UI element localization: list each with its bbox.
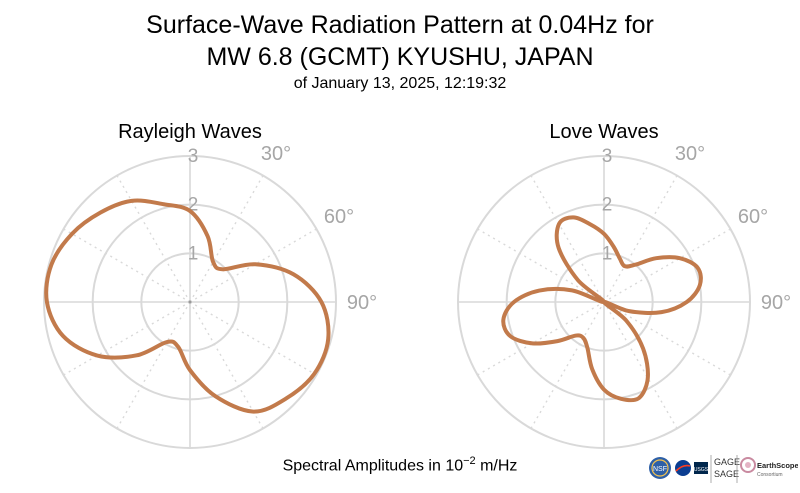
radial-ring — [554, 252, 654, 352]
radiation-pattern-line — [501, 215, 703, 403]
svg-text:USGS: USGS — [694, 467, 709, 473]
radial-ring — [91, 203, 289, 401]
angle-tick-label: 60° — [324, 206, 354, 228]
svg-text:NSF: NSF — [653, 466, 667, 473]
radial-tick-label: 3 — [188, 146, 199, 167]
earthscope-logo: EarthScope Consortium — [740, 457, 798, 478]
radial-tick-label: 1 — [602, 243, 613, 264]
radial-gridline — [603, 301, 731, 376]
radial-gridline — [63, 228, 191, 303]
radial-ring — [140, 252, 240, 352]
angle-tick-label: 60° — [738, 206, 768, 228]
radial-gridline — [189, 175, 264, 303]
radiation-pattern-line — [44, 198, 331, 414]
chart-title-line2: MW 6.8 (GCMT) KYUSHU, JAPAN — [206, 43, 594, 71]
gage-sage-logo: GAGE SAGE — [714, 457, 740, 479]
angle-tick-label: 90° — [761, 292, 791, 314]
panel-title: Rayleigh Waves — [118, 121, 262, 143]
radial-tick-label: 3 — [602, 146, 613, 167]
svg-text:SAGE: SAGE — [714, 469, 739, 479]
radial-gridline — [189, 301, 317, 376]
radial-gridline — [603, 175, 678, 303]
panel-title: Love Waves — [549, 121, 658, 143]
units-suffix: m/Hz — [475, 457, 518, 475]
nasa-logo — [675, 460, 691, 476]
angle-tick-label: 30° — [261, 143, 291, 165]
radial-ring — [43, 155, 337, 449]
sponsor-logos: NSF USGS GAGE SAGE EarthScope Consortium — [649, 455, 798, 483]
radial-gridline — [603, 228, 731, 303]
amplitude-units-label: Spectral Amplitudes in 10−2 m/Hz — [0, 455, 800, 475]
svg-text:EarthScope: EarthScope — [757, 461, 798, 470]
radial-gridline — [189, 301, 264, 429]
radial-gridline — [63, 301, 191, 376]
chart-title-line1: Surface-Wave Radiation Pattern at 0.04Hz… — [146, 11, 654, 39]
radial-gridline — [116, 301, 191, 429]
usgs-logo: USGS — [694, 462, 709, 474]
radial-ring — [505, 203, 703, 401]
radial-tick-label: 1 — [188, 243, 199, 264]
svg-text:Consortium: Consortium — [757, 472, 783, 478]
radial-gridline — [603, 301, 678, 429]
chart-subtitle: of January 13, 2025, 12:19:32 — [293, 75, 507, 92]
radial-gridline — [477, 301, 605, 376]
radial-gridline — [530, 175, 605, 303]
polar-center — [188, 300, 192, 304]
angle-tick-label: 30° — [675, 143, 705, 165]
radial-gridline — [116, 175, 191, 303]
radial-tick-label: 2 — [188, 195, 199, 216]
radial-gridline — [530, 301, 605, 429]
units-prefix: Spectral Amplitudes in 10 — [282, 457, 464, 475]
units-exponent: −2 — [463, 455, 476, 467]
radial-tick-label: 2 — [602, 195, 613, 216]
angle-tick-label: 90° — [347, 292, 377, 314]
radial-gridline — [477, 228, 605, 303]
nsf-logo: NSF — [649, 457, 671, 479]
radial-ring — [457, 155, 751, 449]
svg-text:GAGE: GAGE — [714, 457, 740, 467]
